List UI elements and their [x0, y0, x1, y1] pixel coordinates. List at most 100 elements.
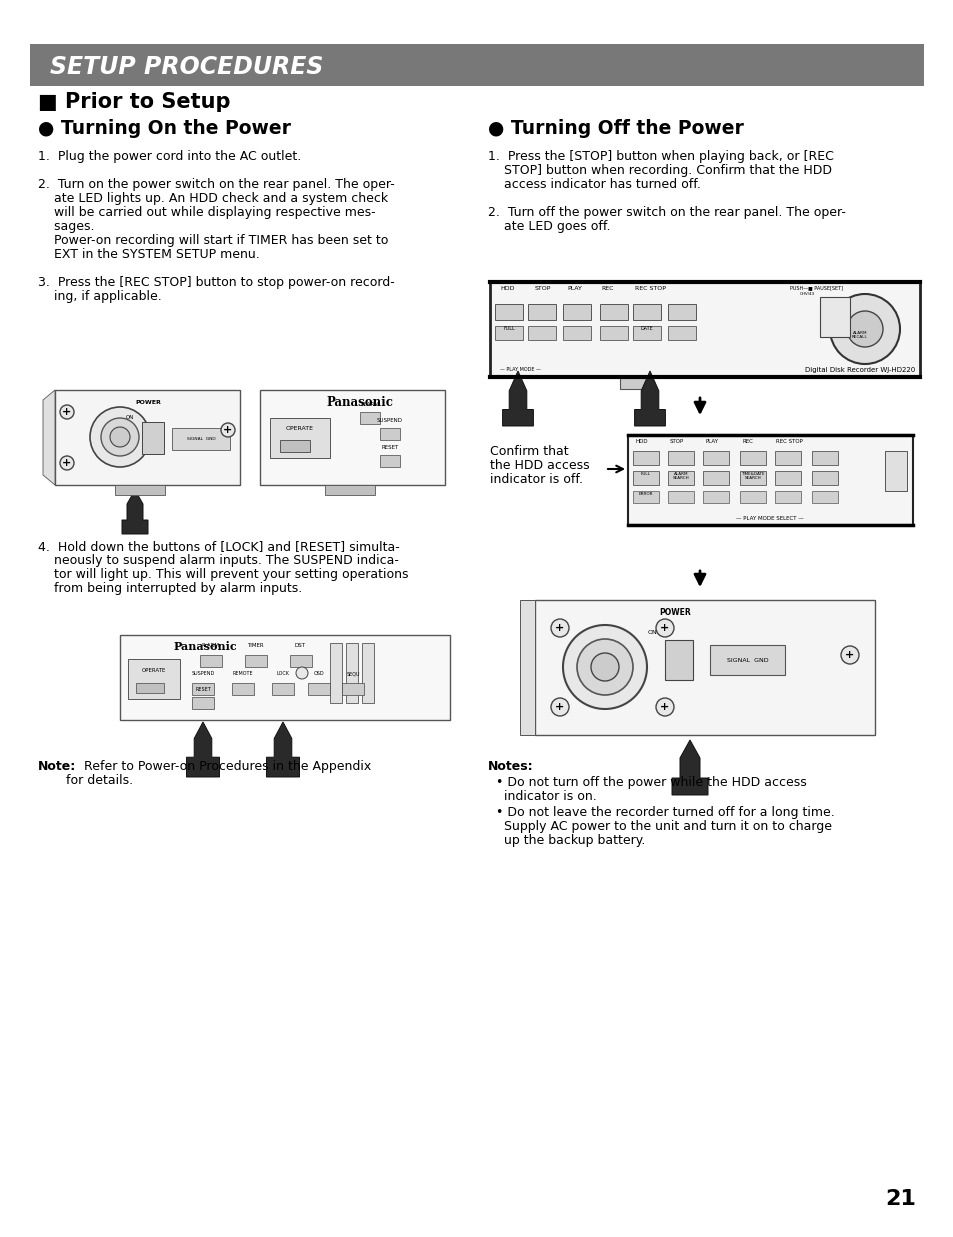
- Bar: [619, 377, 649, 388]
- Bar: [667, 327, 696, 340]
- Text: Power-on recording will start if TIMER has been set to: Power-on recording will start if TIMER h…: [38, 234, 388, 247]
- Text: 21: 21: [884, 1189, 915, 1209]
- Text: FULL: FULL: [502, 327, 515, 332]
- Polygon shape: [671, 740, 707, 795]
- Bar: [290, 656, 312, 667]
- Text: SIGNAL  GND: SIGNAL GND: [187, 437, 215, 442]
- Text: SUSPEND: SUSPEND: [376, 418, 402, 423]
- Text: 2.  Turn off the power switch on the rear panel. The oper-: 2. Turn off the power switch on the rear…: [488, 207, 845, 219]
- Text: REC STOP: REC STOP: [775, 439, 802, 444]
- Bar: [341, 683, 364, 695]
- Text: RESET: RESET: [195, 687, 211, 691]
- Bar: [633, 452, 659, 465]
- Text: ate LED lights up. An HDD check and a system check: ate LED lights up. An HDD check and a sy…: [38, 192, 388, 205]
- Text: ing, if applicable.: ing, if applicable.: [38, 289, 162, 303]
- Text: +: +: [62, 407, 71, 417]
- Text: 1.  Plug the power cord into the AC outlet.: 1. Plug the power cord into the AC outle…: [38, 150, 301, 163]
- Text: for details.: for details.: [38, 774, 133, 787]
- Bar: [633, 491, 659, 503]
- Text: PLAY: PLAY: [705, 439, 719, 444]
- Bar: [702, 491, 728, 503]
- Bar: [280, 440, 310, 452]
- Bar: [599, 304, 627, 320]
- Circle shape: [90, 407, 150, 468]
- Bar: [811, 471, 837, 485]
- Bar: [325, 485, 375, 495]
- Text: will be carried out while displaying respective mes-: will be carried out while displaying res…: [38, 207, 375, 219]
- Bar: [361, 643, 374, 703]
- Bar: [562, 327, 590, 340]
- Circle shape: [841, 646, 858, 664]
- Text: Note:: Note:: [38, 760, 76, 773]
- Text: ERROR: ERROR: [639, 492, 653, 496]
- Bar: [330, 643, 341, 703]
- Text: from being interrupted by alarm inputs.: from being interrupted by alarm inputs.: [38, 581, 302, 595]
- Text: SIGNAL  GND: SIGNAL GND: [726, 658, 768, 663]
- Text: 3.  Press the [REC STOP] button to stop power-on record-: 3. Press the [REC STOP] button to stop p…: [38, 276, 395, 289]
- Text: REC STOP: REC STOP: [635, 286, 665, 291]
- Text: Supply AC power to the unit and turn it on to charge: Supply AC power to the unit and turn it …: [488, 820, 831, 833]
- Text: ● Turning On the Power: ● Turning On the Power: [38, 119, 291, 139]
- Bar: [633, 471, 659, 485]
- Bar: [709, 644, 784, 675]
- Text: sages.: sages.: [38, 220, 94, 233]
- Circle shape: [551, 698, 568, 716]
- Text: REC: REC: [600, 286, 613, 291]
- Text: DATE: DATE: [640, 327, 653, 332]
- Text: +: +: [555, 703, 564, 713]
- Polygon shape: [266, 722, 299, 777]
- Bar: [774, 471, 801, 485]
- Polygon shape: [43, 390, 55, 485]
- Circle shape: [295, 667, 308, 679]
- Text: STOP: STOP: [669, 439, 683, 444]
- Bar: [627, 435, 912, 524]
- Text: 2.  Turn on the power switch on the rear panel. The oper-: 2. Turn on the power switch on the rear …: [38, 178, 395, 190]
- Circle shape: [110, 427, 130, 447]
- Bar: [495, 304, 522, 320]
- Circle shape: [590, 653, 618, 682]
- Text: POWER: POWER: [135, 400, 161, 404]
- Bar: [667, 304, 696, 320]
- Text: neously to suspend alarm inputs. The SUSPEND indica-: neously to suspend alarm inputs. The SUS…: [38, 554, 398, 567]
- Polygon shape: [186, 722, 219, 777]
- Text: EXT in the SYSTEM SETUP menu.: EXT in the SYSTEM SETUP menu.: [38, 247, 259, 261]
- Bar: [115, 485, 165, 495]
- Bar: [30, 45, 923, 87]
- Circle shape: [577, 640, 633, 695]
- Text: TIMER: TIMER: [247, 643, 263, 648]
- Bar: [270, 418, 330, 458]
- Bar: [562, 304, 590, 320]
- Text: indicator is on.: indicator is on.: [488, 790, 597, 803]
- Circle shape: [221, 423, 234, 437]
- Bar: [667, 491, 693, 503]
- Bar: [811, 491, 837, 503]
- Text: Notes:: Notes:: [488, 760, 533, 773]
- Bar: [667, 452, 693, 465]
- Bar: [346, 643, 357, 703]
- Bar: [120, 635, 450, 720]
- Text: CHV/43: CHV/43: [800, 292, 815, 296]
- Text: ON: ON: [126, 414, 134, 421]
- Text: Digital Disk Recorder WJ-HD220: Digital Disk Recorder WJ-HD220: [804, 367, 914, 374]
- Text: +: +: [223, 426, 233, 435]
- Polygon shape: [502, 371, 533, 426]
- Text: OPERATE: OPERATE: [142, 668, 166, 673]
- Text: HDD: HDD: [499, 286, 514, 291]
- Bar: [55, 390, 240, 485]
- Bar: [774, 491, 801, 503]
- Text: • Do not leave the recorder turned off for a long time.: • Do not leave the recorder turned off f…: [488, 807, 834, 819]
- Text: ALARM
RECALL: ALARM RECALL: [851, 330, 867, 339]
- Text: ate LED goes off.: ate LED goes off.: [488, 220, 610, 233]
- Circle shape: [60, 456, 74, 470]
- Text: SEQU: SEQU: [346, 670, 359, 675]
- Text: Panasonic: Panasonic: [326, 396, 393, 409]
- Polygon shape: [519, 600, 535, 735]
- Text: SUSPEND: SUSPEND: [192, 670, 214, 675]
- Text: ON: ON: [647, 630, 658, 635]
- Circle shape: [101, 418, 139, 456]
- Text: Refer to Power-on Procedures in the Appendix: Refer to Power-on Procedures in the Appe…: [76, 760, 371, 773]
- Text: RESET: RESET: [381, 445, 398, 450]
- Circle shape: [60, 404, 74, 419]
- Bar: [260, 390, 444, 485]
- Bar: [308, 683, 330, 695]
